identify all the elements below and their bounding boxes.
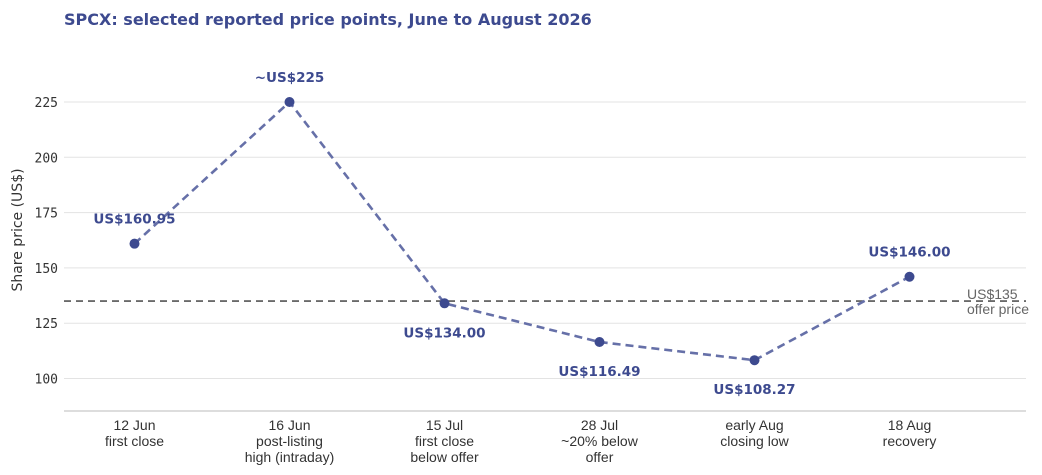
data-label: US$134.00: [403, 325, 485, 341]
data-labels: US$160.95 ~US$225 US$134.00 US$116.49 US$108…: [93, 70, 950, 398]
price-point: [439, 298, 450, 309]
y-tick-label: 150: [35, 262, 58, 277]
data-label: US$146.00: [868, 245, 950, 261]
data-label: US$116.49: [558, 364, 640, 380]
data-label: ~US$225: [255, 70, 325, 86]
price-series: [129, 97, 915, 366]
x-tick-label: 15 Jul first close below offer: [410, 417, 479, 465]
y-axis-ticks: 100 125 150 175 200 225: [35, 96, 58, 388]
y-tick-label: 100: [35, 373, 58, 388]
chart-title: SPCX: selected reported price points, Ju…: [64, 10, 592, 29]
price-point: [129, 238, 140, 249]
price-point: [749, 355, 760, 366]
price-point: [284, 97, 295, 107]
x-tick-label: 28 Jul ~20% below offer: [561, 417, 639, 465]
price-point: [904, 271, 915, 282]
price-line: [133, 100, 911, 362]
gridlines: [64, 101, 1026, 379]
y-axis-label: Share price (US$): [10, 168, 26, 291]
y-tick-label: 200: [35, 151, 58, 166]
x-axis-ticks: 12 Jun first close 16 Jun post-listing high …: [105, 417, 936, 465]
y-tick-label: 225: [35, 96, 58, 111]
data-label: US$108.27: [713, 382, 795, 398]
x-tick-label: 16 Jun post-listing high (intraday): [245, 417, 335, 465]
y-tick-label: 125: [35, 317, 58, 332]
x-tick-label: early Aug closing low: [720, 417, 789, 449]
data-label: US$160.95: [93, 212, 175, 228]
price-point: [594, 337, 605, 348]
x-tick-label: 18 Aug recovery: [883, 417, 937, 449]
offer-price-label: US$135: [967, 286, 1018, 302]
offer-price-label: offer price: [967, 301, 1029, 317]
x-tick-label: 12 Jun first close: [105, 417, 164, 449]
y-tick-label: 175: [35, 207, 58, 222]
